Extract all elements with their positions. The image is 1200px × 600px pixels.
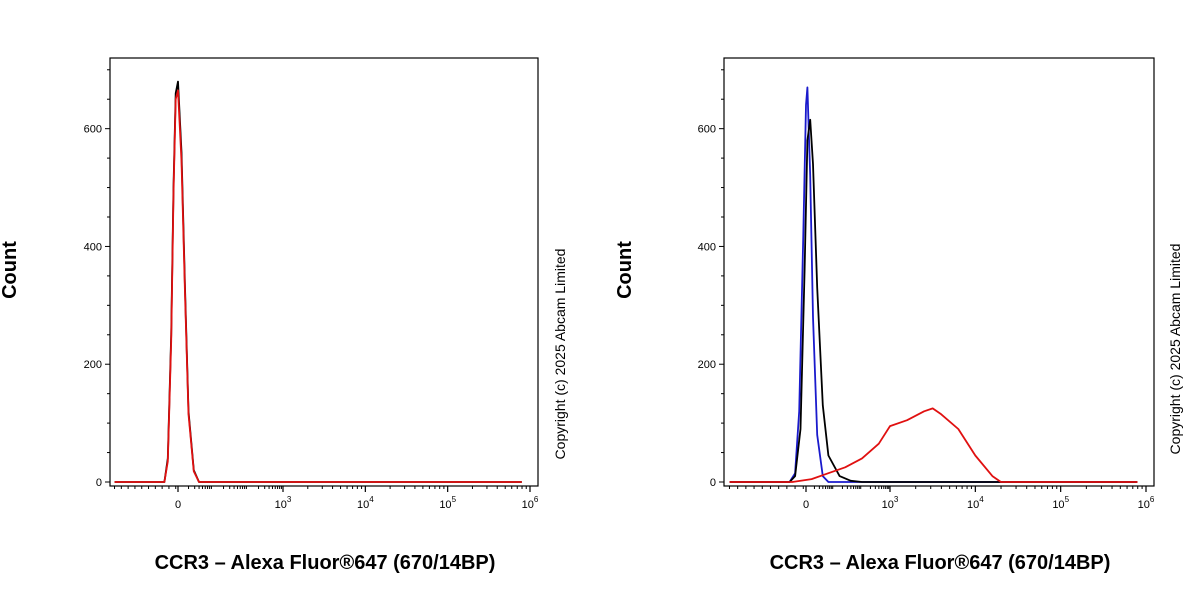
- y-tick-label: 0: [96, 477, 102, 489]
- x-tick-label: 103: [275, 495, 292, 511]
- y-tick-label: 400: [698, 241, 716, 253]
- histogram-plot-left: 0 200 400 600 0 103 104 105 106: [84, 57, 539, 511]
- x-tick-label: 104: [967, 495, 984, 511]
- histogram-panel-left: 0 200 400 600 0 103 104 105 106 Count CCR3 – Ale…: [0, 57, 568, 574]
- plot-frame: [723, 57, 1155, 487]
- series-line-blue: [729, 86, 1138, 483]
- x-tick-label: 105: [439, 495, 456, 511]
- y-tick-label: 600: [698, 124, 716, 136]
- x-tick-label: 0: [175, 499, 181, 511]
- y-axis-label-left: Count: [0, 241, 21, 299]
- y-tick-label: 400: [84, 241, 102, 253]
- series-line-red: [729, 407, 1138, 483]
- y-tick-label: 200: [84, 359, 102, 371]
- x-tick-label: 106: [1138, 495, 1155, 511]
- x-tick-label: 103: [882, 495, 899, 511]
- copyright-annotation-left: Copyright (c) 2025 Abcam Limited: [552, 248, 568, 460]
- x-tick-label: 106: [522, 495, 539, 511]
- series-line-red: [114, 89, 522, 483]
- y-tick-label: 600: [84, 124, 102, 136]
- x-axis-label-right: CCR3 – Alexa Fluor®647 (670/14BP): [769, 552, 1111, 574]
- y-tick-label: 200: [698, 359, 716, 371]
- copyright-annotation-right: Copyright (c) 2025 Abcam Limited: [1167, 243, 1183, 455]
- histogram-plot-right: 0 200 400 600 0 103 104 105 106: [698, 57, 1155, 511]
- histogram-panel-right: 0 200 400 600 0 103 104 105 106 Count CCR3 – Ale…: [600, 0, 1200, 600]
- x-axis-label-left: CCR3 – Alexa Fluor®647 (670/14BP): [154, 552, 496, 574]
- plot-frame: [109, 57, 539, 487]
- y-tick-label: 0: [710, 477, 716, 489]
- y-axis-label-right: Count: [614, 241, 636, 299]
- series-line-black: [729, 118, 1138, 483]
- x-tick-label: 104: [357, 495, 374, 511]
- x-tick-label: 105: [1052, 495, 1069, 511]
- x-tick-label: 0: [803, 499, 809, 511]
